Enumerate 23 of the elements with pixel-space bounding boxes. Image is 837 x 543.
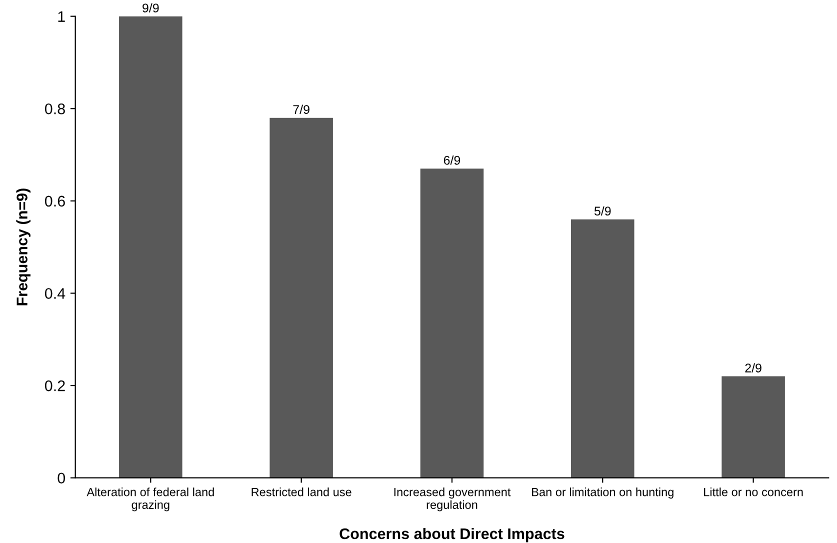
bar <box>722 376 785 478</box>
bar <box>571 219 634 478</box>
y-tick-label: 1 <box>58 11 65 22</box>
x-tick-label: Alteration of federal land grazing <box>86 488 214 512</box>
x-tick-label: Little or no concern <box>704 488 803 496</box>
data-label: 9/9 <box>142 3 159 12</box>
y-tick-label: 0.8 <box>44 103 65 114</box>
data-label: 7/9 <box>293 104 310 114</box>
bar <box>119 16 182 478</box>
x-axis-title: Concerns about Direct Impacts <box>340 528 564 542</box>
x-tick-label: Restricted land use <box>252 488 352 496</box>
data-label: 2/9 <box>745 363 762 372</box>
y-tick-label: 0.2 <box>44 380 65 392</box>
data-label: 5/9 <box>594 206 611 216</box>
x-tick-label: Ban or limitation on hunting <box>532 488 674 499</box>
y-tick-label: 0 <box>58 472 66 484</box>
bar <box>420 168 484 478</box>
data-label: 6/9 <box>444 156 460 165</box>
y-tick-label: 0.4 <box>44 288 66 299</box>
y-tick-label: 0.6 <box>44 196 65 207</box>
bar <box>270 118 333 478</box>
y-axis-title: Frequency (n=9) <box>16 188 30 306</box>
x-tick-label: Increased government regulation <box>394 488 511 512</box>
